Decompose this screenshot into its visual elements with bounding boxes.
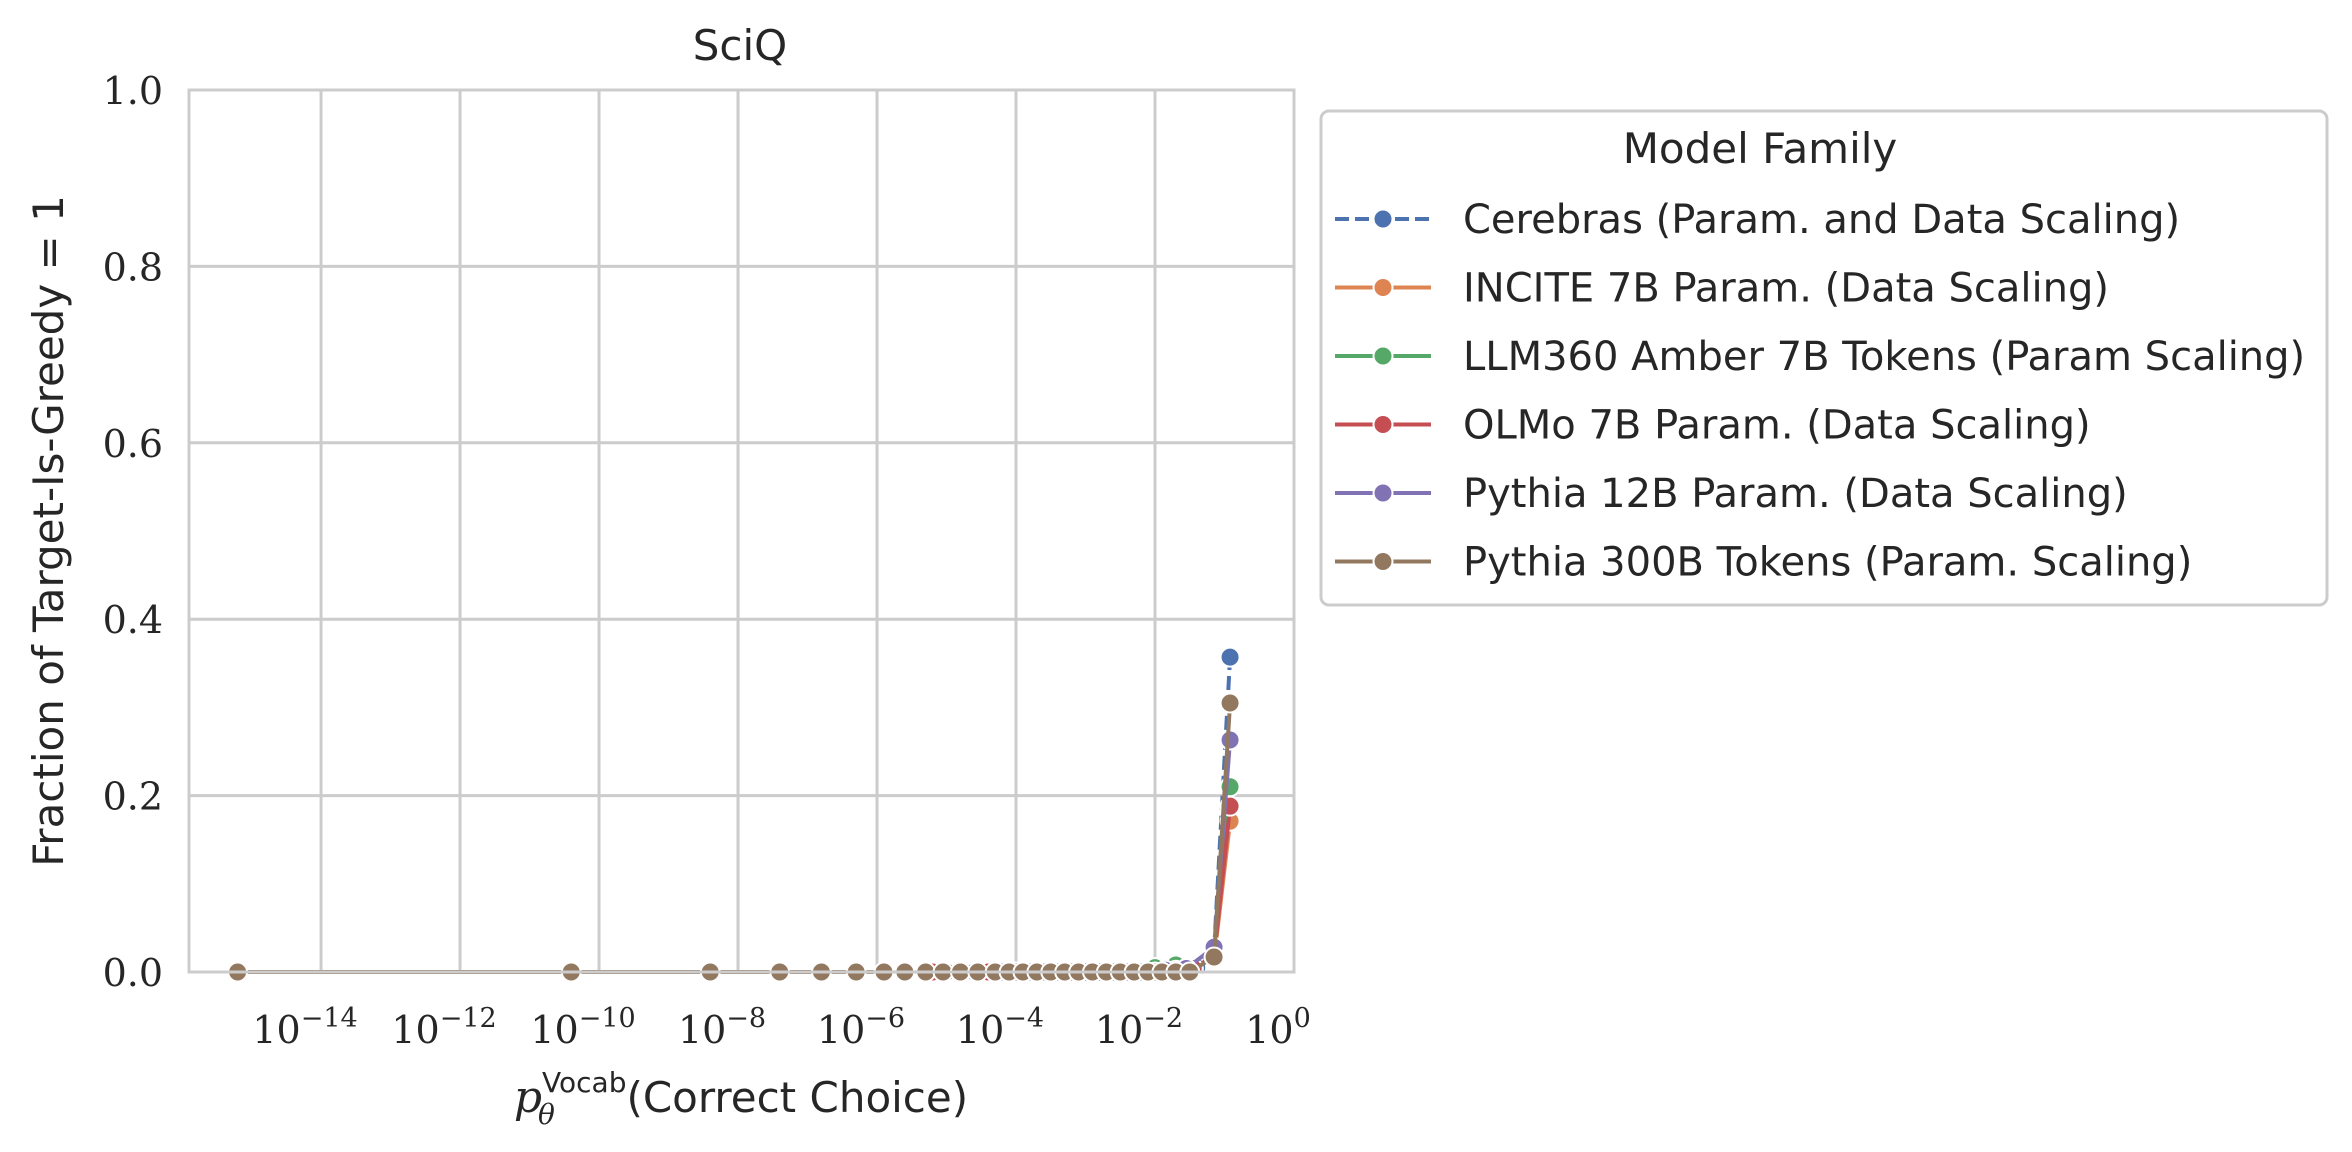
legend-label: OLMo 7B Param. (Data Scaling)	[1463, 403, 2091, 449]
y-tick-label: 0.4	[103, 598, 163, 642]
x-tick-label: 10−8	[678, 1003, 766, 1052]
plot-area	[187, 88, 1296, 983]
y-tick-label: 0.2	[103, 775, 163, 819]
x-tick-label: 10−2	[1095, 1003, 1183, 1052]
legend-label: Pythia 300B Tokens (Param. Scaling)	[1463, 540, 2192, 586]
legend-label: Cerebras (Param. and Data Scaling)	[1463, 197, 2180, 243]
legend-label: INCITE 7B Param. (Data Scaling)	[1463, 266, 2109, 312]
legend-entry: Cerebras (Param. and Data Scaling)	[1335, 197, 2180, 243]
legend-entry: INCITE 7B Param. (Data Scaling)	[1335, 266, 2109, 312]
legend-marker	[1372, 208, 1394, 230]
legend-entry: Pythia 300B Tokens (Param. Scaling)	[1335, 540, 2192, 586]
y-tick-label: 1.0	[103, 69, 163, 113]
legend: Model Family Cerebras (Param. and Data S…	[1319, 109, 2329, 607]
y-tick-label: 0.8	[103, 245, 163, 289]
legend-label: LLM360 Amber 7B Tokens (Param Scaling)	[1463, 334, 2305, 380]
data-point	[1219, 646, 1241, 668]
grid-lines	[189, 88, 1294, 974]
x-tick-label: 100	[1245, 1003, 1311, 1052]
legend-entry: LLM360 Amber 7B Tokens (Param Scaling)	[1335, 334, 2305, 380]
x-axis-label-rest: (Correct Choice)	[626, 1073, 968, 1122]
legend-marker	[1372, 551, 1394, 572]
x-tick-label: 10−14	[252, 1003, 357, 1052]
x-tick-label: 10−6	[817, 1003, 905, 1052]
legend-entry: Pythia 12B Param. (Data Scaling)	[1335, 471, 2128, 517]
chart-title: SciQ	[693, 21, 787, 70]
legend-marker	[1372, 277, 1394, 298]
legend-frame	[1319, 109, 2329, 607]
y-axis-ticks: 0.0 0.2 0.4 0.6 0.8 1.0	[103, 69, 163, 995]
x-axis-label-p: p	[514, 1072, 542, 1123]
x-axis-label-subscript: θ	[538, 1098, 555, 1131]
x-axis-label-sup: Vocab	[542, 1066, 626, 1099]
x-tick-label: 10−10	[530, 1003, 635, 1052]
x-axis-ticks: 10−14 10−12 10−10 10−8 10−6 10−4 10−2 100	[252, 1003, 1310, 1052]
legend-marker	[1372, 482, 1394, 504]
legend-title: Model Family	[1623, 124, 1898, 173]
x-tick-label: 10−12	[391, 1003, 496, 1052]
legend-label: Pythia 12B Param. (Data Scaling)	[1463, 471, 2128, 517]
x-tick-label: 10−4	[956, 1003, 1044, 1052]
data-point	[1219, 692, 1241, 714]
plot-background	[189, 90, 1294, 972]
data-point	[1203, 946, 1225, 968]
legend-entry: OLMo 7B Param. (Data Scaling)	[1335, 403, 2091, 449]
y-tick-label: 0.0	[103, 951, 163, 995]
legend-items: Cerebras (Param. and Data Scaling) INCITE…	[1335, 197, 2305, 586]
x-axis-label: pVocab(Correct Choice)	[514, 1066, 968, 1123]
legend-marker	[1372, 345, 1394, 367]
plot-frame	[187, 88, 1296, 974]
y-tick-label: 0.6	[103, 422, 163, 466]
y-axis-label: Fraction of Target-Is-Greedy = 1	[24, 195, 73, 867]
legend-marker	[1372, 414, 1394, 435]
